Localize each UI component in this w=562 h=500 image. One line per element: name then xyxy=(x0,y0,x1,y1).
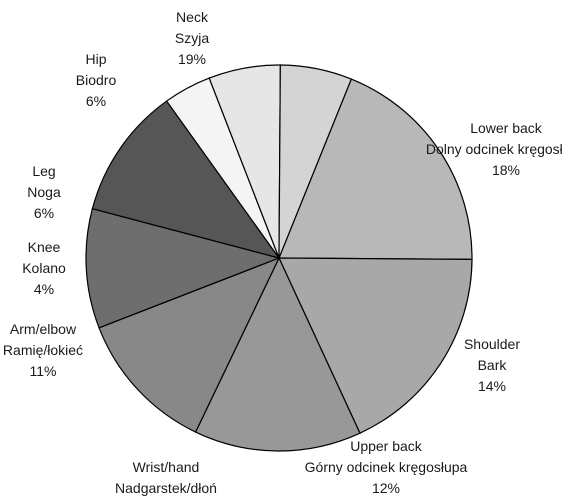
slice-label-pl: Górny odcinek kręgosłupa xyxy=(305,459,468,475)
slice-value-label: 14% xyxy=(478,378,506,394)
pie-slice-arm-elbow xyxy=(91,100,281,260)
slice-value-label: 11% xyxy=(30,363,57,379)
slice-label-pl: Szyja xyxy=(175,30,209,46)
slice-label-shoulder: Shoulder Bark 14% xyxy=(464,336,520,394)
slice-label-en: Wrist/hand xyxy=(133,459,200,475)
pie-slice-shoulder xyxy=(194,256,361,452)
pie-slice-wrist-hand xyxy=(85,207,281,329)
slice-label-pl: Bark xyxy=(478,357,508,373)
slice-label-pl: Kolano xyxy=(22,260,66,276)
slice-label-lower-back: Lower back Dolny odcinek kręgosłupa 18% xyxy=(426,120,562,178)
slice-label-knee: Knee Kolano 4% xyxy=(22,239,66,297)
slice-value-label: 6% xyxy=(86,93,106,109)
pie-labels: Neck Szyja 19% Lower back Dolny odcinek kręg… xyxy=(3,9,562,500)
pie-slice-lower-back xyxy=(278,257,473,434)
slice-label-en: Shoulder xyxy=(464,336,520,352)
pie-slice-hip xyxy=(278,64,353,259)
slice-label-pl: Dolny odcinek kręgosłupa xyxy=(426,141,562,157)
slice-label-hip: Hip Biodro 6% xyxy=(76,51,117,109)
slice-label-pl: Biodro xyxy=(76,72,117,88)
slice-value-label: 6% xyxy=(34,205,54,221)
slice-value-label: 4% xyxy=(34,281,54,297)
slice-label-en: Arm/elbow xyxy=(10,321,77,337)
slice-label-arm-elbow: Arm/elbow Ramię/łokieć 11% xyxy=(3,321,83,379)
slice-label-neck: Neck Szyja 19% xyxy=(175,9,209,67)
slice-label-leg: Leg Noga 6% xyxy=(27,163,61,221)
pie-slice-upper-back xyxy=(98,256,281,433)
slice-label-en: Upper back xyxy=(350,438,423,454)
slice-label-pl: Ramię/łokieć xyxy=(3,342,83,358)
slice-label-en: Neck xyxy=(176,9,209,25)
slice-value-label: 18% xyxy=(492,162,520,178)
slice-value-label: 12% xyxy=(372,480,400,496)
pie-slices xyxy=(85,64,473,452)
slice-label-upper-back: Upper back Górny odcinek kręgosłupa 12% xyxy=(305,438,468,496)
slice-label-pl: Nadgarstek/dłoń xyxy=(115,480,217,496)
slice-value-label: 19% xyxy=(178,51,206,67)
slice-label-en: Leg xyxy=(32,163,55,179)
slice-label-en: Hip xyxy=(85,51,106,67)
slice-label-en: Lower back xyxy=(470,120,543,136)
slice-label-en: Knee xyxy=(28,239,61,255)
slice-label-pl: Noga xyxy=(27,184,61,200)
pie-slice-neck xyxy=(278,78,473,260)
